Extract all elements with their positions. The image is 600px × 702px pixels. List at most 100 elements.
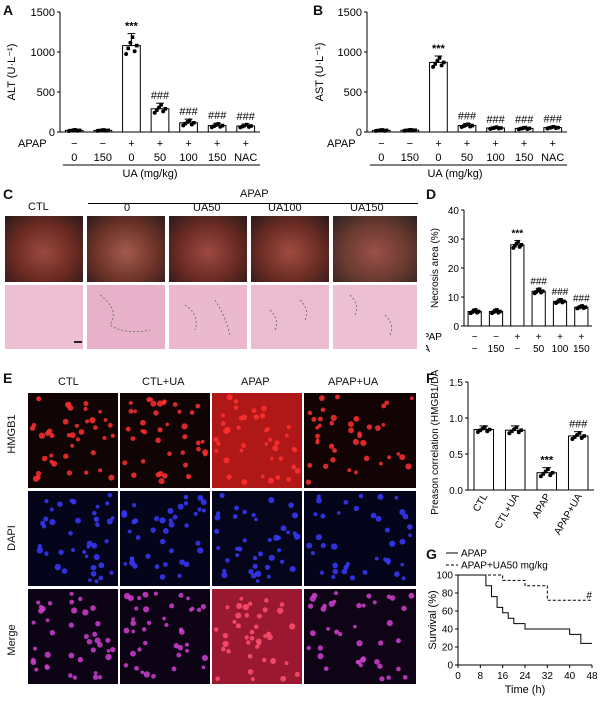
- nucleus-dot: [200, 604, 207, 610]
- nucleus-dot: [360, 657, 366, 663]
- data-point: [132, 49, 137, 54]
- liver-photo-ua50: [169, 216, 247, 282]
- nucleus-dot: [137, 647, 142, 652]
- nucleus-dot: [200, 439, 205, 444]
- data-point: [380, 128, 385, 132]
- data-point: [130, 35, 135, 39]
- significance-label: ###: [569, 419, 588, 431]
- significance-label: ###: [179, 106, 198, 118]
- data-point: [249, 124, 253, 128]
- nucleus-dot: [183, 561, 190, 568]
- data-point: [462, 124, 466, 128]
- nucleus-dot: [306, 645, 311, 651]
- data-point: [519, 243, 524, 247]
- nucleus-dot: [35, 470, 42, 477]
- data-point: [562, 299, 566, 304]
- he-section-0: [87, 285, 165, 349]
- nucleus-dot: [352, 438, 359, 445]
- data-point: [519, 126, 523, 131]
- y-tick-label: 0.5: [449, 450, 463, 461]
- panel-letter-f: F: [426, 370, 435, 386]
- nucleus-dot: [38, 432, 46, 439]
- data-point: [582, 434, 586, 438]
- nucleus-dot: [89, 417, 96, 424]
- nucleus-dot: [381, 403, 387, 409]
- nucleus-dot: [277, 548, 282, 553]
- x-tick-label: CTL+UA: [493, 492, 522, 531]
- nucleus-dot: [75, 437, 80, 442]
- nucleus-dot: [379, 676, 385, 682]
- nucleus-dot: [146, 620, 152, 626]
- nucleus-dot: [401, 576, 406, 581]
- nucleus-dot: [353, 415, 360, 422]
- nucleus-dot: [158, 478, 165, 485]
- nucleus-dot: [280, 525, 287, 532]
- nucleus-dot: [128, 408, 134, 414]
- y-tick-label: 0: [453, 322, 459, 333]
- x-tick-label: 16: [497, 671, 509, 682]
- nucleus-dot: [264, 564, 271, 570]
- nucleus-dot: [169, 548, 174, 554]
- x-tick-label: 0: [455, 671, 461, 682]
- nucleus-dot: [44, 651, 51, 658]
- nucleus-dot: [244, 613, 250, 618]
- data-point: [220, 123, 225, 128]
- ua-row-value: 150: [94, 152, 112, 164]
- nucleus-dot: [222, 632, 229, 639]
- nucleus-dot: [278, 456, 283, 461]
- nucleus-dot: [163, 562, 168, 567]
- nucleus-dot: [29, 425, 36, 431]
- nucleus-dot: [197, 547, 204, 554]
- x-tick-label: CTL: [471, 492, 490, 514]
- y-tick-label: 60: [442, 607, 454, 618]
- nucleus-dot: [284, 661, 289, 666]
- nucleus-dot: [135, 535, 141, 540]
- nucleus-dot: [315, 534, 322, 541]
- nucleus-dot: [235, 553, 240, 558]
- data-point: [413, 128, 417, 133]
- nucleus-dot: [262, 607, 268, 613]
- if-hmgb1-ctl-ua: [120, 393, 210, 488]
- nucleus-dot: [399, 454, 406, 461]
- nucleus-dot: [159, 538, 166, 545]
- significance-label: ***: [125, 21, 139, 33]
- data-point: [126, 46, 131, 51]
- nucleus-dot: [291, 464, 296, 470]
- significance-label: ***: [432, 43, 446, 55]
- pearson-bar-chart: 0.0 0.5 1.0 1.5 Preason correlation (HMGB1/D…: [430, 370, 594, 537]
- data-point: [431, 64, 436, 69]
- nucleus-dot: [178, 592, 184, 598]
- nucleus-dot: [98, 468, 103, 473]
- panel-letter-a: A: [3, 2, 14, 18]
- nucleus-dot: [49, 433, 55, 439]
- data-point: [546, 467, 550, 471]
- data-point: [541, 472, 546, 476]
- if-dapi-ctl: [28, 491, 118, 586]
- nucleus-dot: [402, 675, 408, 680]
- nucleus-dot: [233, 405, 239, 410]
- data-point: [155, 108, 159, 112]
- ua-row-value: NAC: [234, 152, 257, 164]
- nucleus-dot: [155, 437, 161, 444]
- nucleus-dot: [320, 513, 326, 519]
- nucleus-dot: [286, 424, 291, 430]
- liver-photo-0: [87, 216, 165, 282]
- y-tick-label: 500: [344, 87, 362, 99]
- ua-row-value: 0: [378, 152, 384, 164]
- nucleus-dot: [323, 666, 329, 672]
- nucleus-dot: [155, 472, 161, 478]
- nucleus-dot: [214, 514, 221, 521]
- nucleus-dot: [330, 457, 336, 463]
- nucleus-dot: [47, 601, 53, 606]
- significance-label: ###: [486, 114, 505, 126]
- nucleus-dot: [384, 400, 390, 406]
- e-col-label-apap: APAP: [241, 376, 270, 388]
- nucleus-dot: [384, 527, 390, 533]
- ua-row-value: 150: [515, 152, 533, 164]
- data-point: [134, 43, 139, 48]
- nucleus-dot: [328, 443, 335, 449]
- nucleus-dot: [320, 407, 326, 413]
- nucleus-dot: [366, 424, 373, 430]
- nucleus-dot: [180, 450, 185, 455]
- nucleus-dot: [54, 563, 61, 571]
